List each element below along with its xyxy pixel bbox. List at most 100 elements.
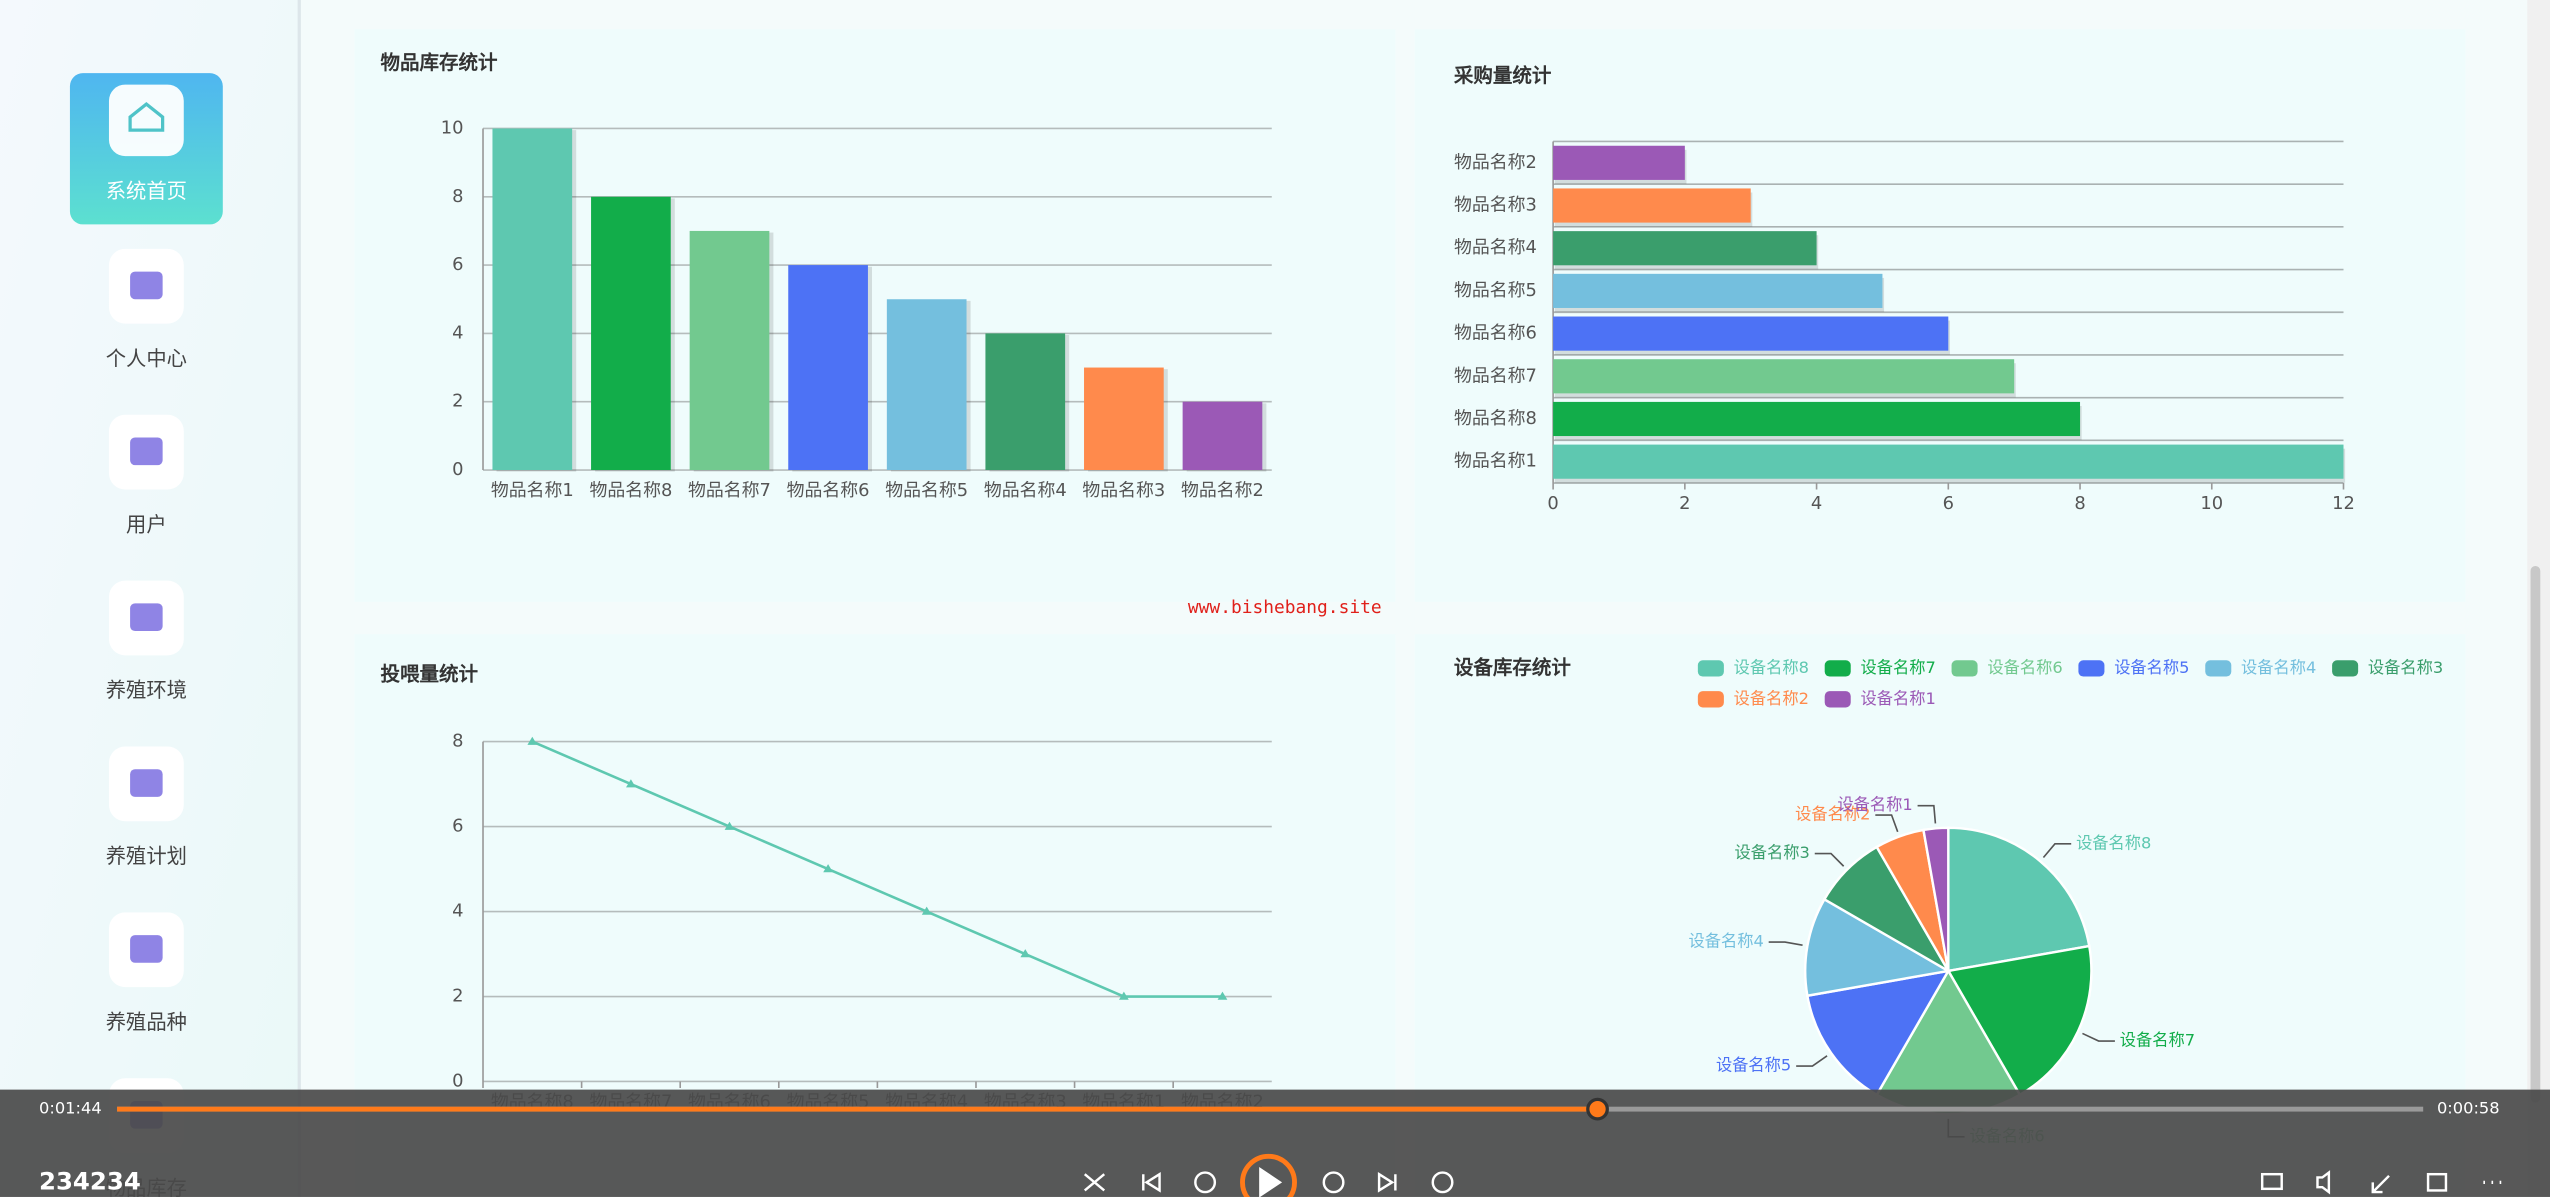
slice-label: 设备名称1 — [1837, 795, 1912, 814]
forward-button[interactable] — [1322, 1171, 1345, 1194]
y-tick-label: 物品名称3 — [1454, 195, 1537, 216]
scrollbar-thumb[interactable] — [2530, 565, 2541, 1103]
line-marker — [626, 779, 636, 788]
bar — [1553, 444, 2344, 479]
watermark: www.bishebang.site — [1188, 597, 1382, 618]
bar — [591, 196, 671, 471]
pie-slice — [1803, 897, 1952, 998]
x-tick-label: 8 — [2074, 493, 2085, 514]
legend-swatch[interactable] — [1824, 660, 1851, 677]
bar — [1553, 359, 2015, 394]
legend-label[interactable]: 设备名称3 — [2368, 658, 2443, 677]
legend-swatch[interactable] — [1697, 660, 1724, 677]
x-tick-label: 物品名称1 — [491, 480, 574, 501]
y-tick-label: 4 — [452, 901, 463, 922]
legend-swatch[interactable] — [2078, 660, 2105, 677]
nav-label[interactable]: 养殖环境 — [106, 678, 187, 702]
line-series — [531, 740, 1223, 998]
nav-icon-glyph — [130, 271, 163, 300]
video-title: 234234 — [39, 1166, 141, 1195]
nav-icon-glyph — [130, 769, 163, 797]
slice-label: 设备名称8 — [2076, 833, 2151, 852]
legend-swatch[interactable] — [1697, 691, 1724, 708]
legend-label[interactable]: 设备名称2 — [1734, 689, 1809, 708]
x-tick-label: 2 — [1679, 493, 1690, 514]
y-tick-label: 物品名称6 — [1454, 323, 1537, 344]
y-tick-label: 8 — [452, 186, 463, 207]
slice-label: 设备名称2 — [1795, 805, 1870, 824]
x-tick-label: 物品名称3 — [1082, 480, 1165, 501]
chart-title: 设备库存统计 — [1454, 656, 1572, 679]
legend-label[interactable]: 设备名称7 — [1860, 658, 1935, 677]
next-button[interactable] — [1377, 1171, 1397, 1193]
nav-label[interactable]: 用户 — [126, 512, 167, 536]
bar — [1553, 145, 1685, 180]
x-tick-label: 0 — [1547, 493, 1558, 514]
legend-label[interactable]: 设备名称1 — [1860, 689, 1935, 708]
chart-title: 采购量统计 — [1453, 64, 1552, 87]
bar — [689, 230, 770, 471]
y-tick-label: 4 — [452, 322, 463, 343]
y-tick-label: 物品名称7 — [1454, 365, 1537, 386]
pie-slice — [1946, 944, 2093, 1097]
miniplayer-button[interactable] — [2371, 1174, 2390, 1194]
bar — [1553, 316, 1949, 351]
x-tick-label: 10 — [2200, 493, 2223, 514]
x-tick-label: 4 — [1811, 493, 1822, 514]
fullscreen-button[interactable] — [2426, 1172, 2448, 1192]
y-tick-label: 8 — [452, 731, 463, 752]
leader-line — [1796, 1055, 1828, 1067]
shuffle-button[interactable] — [1083, 1173, 1106, 1192]
legend-swatch[interactable] — [2332, 660, 2359, 677]
y-tick-label: 2 — [452, 391, 463, 412]
y-tick-label: 6 — [452, 816, 463, 837]
elapsed-time: 0:01:44 — [39, 1099, 102, 1118]
y-tick-label: 10 — [441, 117, 464, 138]
legend-label[interactable]: 设备名称4 — [2241, 658, 2316, 677]
slice-label: 设备名称3 — [1735, 843, 1810, 862]
leader-line — [1917, 804, 1937, 824]
nav-label[interactable]: 养殖品种 — [106, 1010, 187, 1034]
nav-label[interactable]: 系统首页 — [106, 179, 187, 203]
x-tick-label: 物品名称2 — [1181, 480, 1264, 501]
nav-label[interactable]: 个人中心 — [106, 346, 187, 370]
nav-label[interactable]: 养殖计划 — [106, 844, 187, 868]
legend-label[interactable]: 设备名称8 — [1734, 658, 1809, 677]
slice-label: 设备名称4 — [1688, 932, 1763, 951]
previous-button[interactable] — [1142, 1171, 1161, 1193]
play-ring[interactable] — [1240, 1153, 1297, 1197]
legend-swatch[interactable] — [2205, 660, 2232, 677]
leader-line — [1875, 814, 1899, 833]
y-tick-label: 物品名称2 — [1454, 152, 1537, 173]
loop-button[interactable] — [1431, 1171, 1454, 1194]
legend-swatch[interactable] — [1951, 660, 1978, 677]
legend-label[interactable]: 设备名称5 — [2114, 658, 2189, 677]
bar — [1553, 401, 2081, 437]
remaining-time: 0:00:58 — [2437, 1099, 2500, 1118]
x-tick-label: 物品名称5 — [885, 480, 968, 501]
y-tick-label: 物品名称8 — [1454, 408, 1537, 429]
x-tick-label: 物品名称6 — [787, 480, 870, 501]
play-button[interactable] — [1259, 1167, 1283, 1197]
volume-button[interactable] — [2316, 1170, 2331, 1195]
x-tick-label: 物品名称7 — [688, 480, 771, 501]
y-tick-label: 6 — [452, 254, 463, 275]
progress-knob[interactable] — [1586, 1097, 1609, 1121]
nav-icon-glyph — [130, 935, 163, 963]
y-tick-label: 物品名称1 — [1454, 451, 1537, 472]
line-marker — [823, 864, 833, 873]
subtitle-button[interactable] — [2260, 1172, 2283, 1191]
bar — [1553, 231, 1817, 266]
rewind-button[interactable] — [1194, 1171, 1217, 1194]
legend-swatch[interactable] — [1824, 691, 1851, 708]
pie-slice — [1922, 826, 1950, 972]
nav-icon — [108, 84, 184, 157]
legend-label[interactable]: 设备名称6 — [1987, 658, 2062, 677]
chart-title: 物品库存统计 — [381, 51, 499, 74]
x-tick-label: 物品名称4 — [984, 480, 1067, 501]
line-marker — [527, 736, 538, 745]
slice-label: 设备名称5 — [1716, 1056, 1791, 1075]
